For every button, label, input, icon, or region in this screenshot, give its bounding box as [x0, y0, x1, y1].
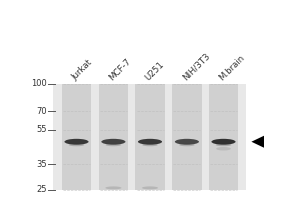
Text: 35: 35	[36, 160, 46, 169]
Text: U251: U251	[144, 59, 166, 82]
Text: Jurkat: Jurkat	[70, 58, 94, 82]
Text: MCF-7: MCF-7	[107, 56, 133, 82]
Text: NIH/3T3: NIH/3T3	[181, 51, 212, 82]
Text: 100: 100	[31, 79, 46, 88]
Text: 25: 25	[36, 186, 46, 194]
Text: 55: 55	[36, 125, 46, 134]
Text: M.brain: M.brain	[217, 53, 246, 82]
Text: 70: 70	[36, 107, 46, 116]
